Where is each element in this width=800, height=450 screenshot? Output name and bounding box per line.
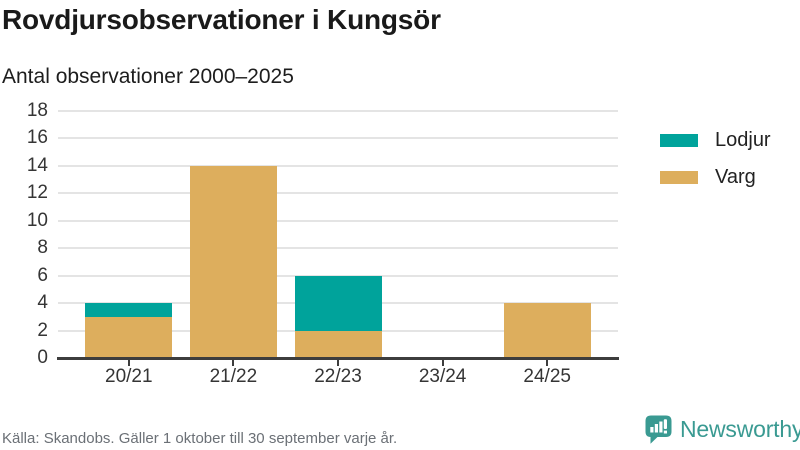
bar-segment-varg <box>294 330 382 358</box>
y-axis-label: 14 <box>26 154 48 176</box>
newsworthy-logo: Newsworthy <box>644 414 800 445</box>
legend-label-varg: Varg <box>715 166 756 188</box>
legend-swatch-varg <box>660 171 698 184</box>
legend-label-lodjur: Lodjur <box>715 129 771 151</box>
y-axis-label: 12 <box>26 182 48 204</box>
y-axis-label: 2 <box>37 319 48 341</box>
gridline <box>58 219 618 222</box>
y-axis-label: 10 <box>26 209 48 231</box>
gridline <box>58 164 618 167</box>
bar-segment-varg <box>85 316 173 358</box>
y-axis-label: 18 <box>26 100 48 121</box>
y-axis-label: 16 <box>26 127 48 149</box>
x-axis-tick <box>232 360 235 366</box>
legend-item-lodjur: Lodjur <box>660 129 771 152</box>
gridline <box>58 137 618 140</box>
y-axis-label: 4 <box>37 292 48 314</box>
x-axis-tick <box>127 360 130 366</box>
y-axis-label: 0 <box>37 347 48 368</box>
legend-item-varg: Varg <box>660 166 771 189</box>
x-axis-label: 24/25 <box>523 366 571 387</box>
x-axis-label: 23/24 <box>418 366 467 387</box>
x-axis-line <box>57 357 619 360</box>
y-axis-label: 6 <box>37 264 48 286</box>
legend: Lodjur Varg <box>660 129 771 203</box>
x-axis-label: 20/21 <box>105 366 153 387</box>
gridline <box>58 192 618 195</box>
y-axis-label: 8 <box>37 237 48 259</box>
chart-subtitle: Antal observationer 2000–2025 <box>2 65 294 88</box>
newsworthy-logo-icon <box>645 415 672 444</box>
gridline <box>58 274 618 277</box>
legend-swatch-lodjur <box>660 134 698 147</box>
x-axis-label: 22/23 <box>314 366 362 387</box>
source-note: Källa: Skandobs. Gäller 1 oktober till 3… <box>2 430 398 447</box>
x-axis-tick <box>337 360 339 366</box>
chart-title: Rovdjursobservationer i Kungsör <box>2 4 441 35</box>
x-axis-tick <box>546 360 549 366</box>
bar-segment-lodjur <box>294 275 382 331</box>
x-axis-label: 21/22 <box>209 366 258 387</box>
bar-segment-lodjur <box>85 303 173 317</box>
gridline <box>58 247 618 250</box>
newsworthy-logo-text: Newsworthy <box>680 416 800 442</box>
gridline <box>58 110 618 112</box>
bar-segment-varg <box>503 303 591 358</box>
bar-segment-varg <box>189 165 277 358</box>
x-axis-tick <box>441 360 444 366</box>
